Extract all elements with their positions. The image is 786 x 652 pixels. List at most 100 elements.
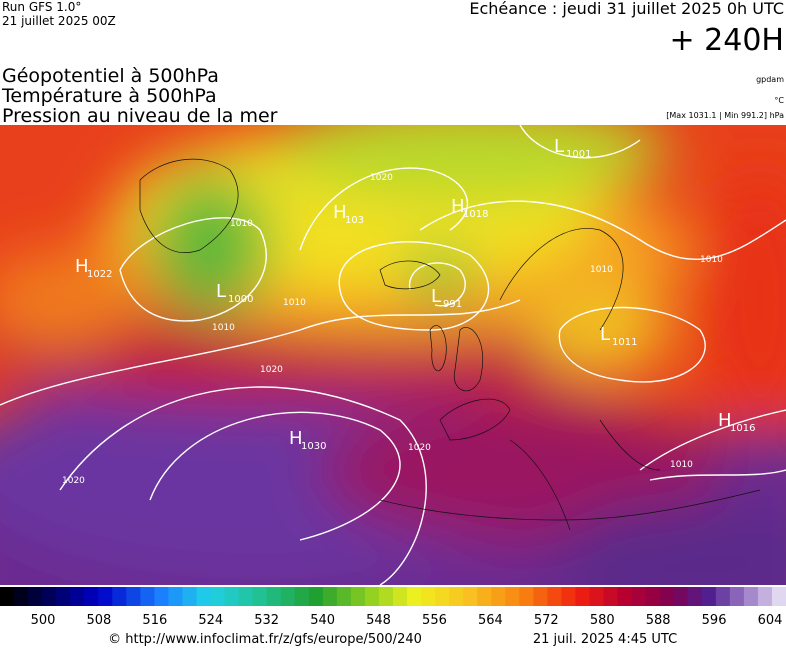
isobar-label: 1020 — [408, 443, 431, 453]
colorbar-swatch — [0, 587, 15, 606]
colorbar-swatch — [533, 587, 548, 606]
colorbar-swatch — [561, 587, 576, 606]
colorbar-swatch — [505, 587, 520, 606]
isobar-label: 1020 — [260, 365, 283, 375]
center-value: 1022 — [87, 269, 112, 280]
colorbar-swatch — [617, 587, 633, 606]
colorbar-swatch — [168, 587, 183, 606]
colorbar-swatch — [266, 587, 282, 606]
colorbar-swatch — [393, 587, 408, 606]
colorbar-label: 604 — [758, 613, 783, 628]
center-type: L — [216, 281, 226, 302]
colorbar-label: 556 — [422, 613, 447, 628]
center-type: L — [600, 324, 610, 345]
isobar-label: 1010 — [590, 265, 613, 275]
colorbar-label: 548 — [366, 613, 391, 628]
unit-label: gpdam — [756, 75, 784, 84]
colorbar-swatch — [407, 587, 422, 606]
colorbar-swatch — [743, 587, 759, 606]
colorbar-swatch — [631, 587, 647, 606]
isobar-label: 1010 — [283, 298, 306, 308]
colorbar-swatch — [126, 587, 141, 606]
unit-label: °C — [774, 96, 784, 105]
center-value: 1000 — [228, 294, 253, 305]
center-type: H — [289, 428, 303, 449]
colorbar-swatch — [463, 587, 478, 606]
colorbar-swatch — [98, 587, 113, 606]
source-url: © http://www.infoclimat.fr/z/gfs/europe/… — [108, 632, 422, 647]
colorbar-swatch — [547, 587, 562, 606]
center-type: H — [333, 202, 347, 223]
unit-label: [Max 1031.1 | Min 991.2] hPa — [666, 111, 784, 120]
colorbar-swatch — [14, 587, 29, 606]
title-line: Température à 500hPa — [1, 85, 217, 107]
isobar-label: 1010 — [700, 255, 723, 265]
colorbar-label: 572 — [534, 613, 559, 628]
center-type: H — [718, 410, 732, 431]
colorbar-swatch — [70, 587, 85, 606]
center-type: H — [451, 196, 465, 217]
center-type: L — [554, 136, 564, 157]
colorbar-swatch — [449, 587, 464, 606]
center-value: 1001 — [566, 149, 591, 160]
colorbar-swatch — [84, 587, 99, 606]
colorbar-swatch — [112, 587, 127, 606]
colorbar-label: 540 — [310, 613, 335, 628]
colorbar-swatch — [645, 587, 661, 606]
colorbar-swatch — [659, 587, 675, 606]
colorbar-swatch — [715, 587, 731, 606]
render-time: 21 juil. 2025 4:45 UTC — [533, 632, 677, 647]
colorbar-swatch — [421, 587, 436, 606]
colorbar-swatch — [280, 587, 296, 606]
center-type: H — [75, 256, 89, 277]
colorbar-swatch — [491, 587, 506, 606]
colorbar-label: 564 — [478, 613, 503, 628]
colorbar-swatch — [378, 587, 394, 606]
colorbar-swatch — [182, 587, 197, 606]
colorbar-swatch — [322, 587, 338, 606]
colorbar-swatch — [210, 587, 226, 606]
center-value: 1016 — [730, 423, 755, 434]
isobar-label: 1010 — [230, 219, 253, 229]
temperature-field — [0, 125, 786, 585]
isobar-label: 1020 — [370, 173, 393, 183]
colorbar-swatch — [336, 587, 352, 606]
colorbar-swatch — [589, 587, 605, 606]
colorbar-label: 516 — [142, 613, 167, 628]
echeance: Echéance : jeudi 31 juillet 2025 0h UTC — [469, 0, 784, 18]
center-value: 1011 — [612, 337, 637, 348]
center-value: 1030 — [301, 441, 326, 452]
isobar-label: 1010 — [670, 460, 693, 470]
colorbar-swatch — [757, 587, 773, 606]
center-type: L — [431, 286, 441, 307]
isobar-label: 1020 — [62, 476, 85, 486]
colorbar-swatch — [771, 587, 786, 606]
colorbar-swatch — [673, 587, 689, 606]
colorbar-swatch — [238, 587, 254, 606]
center-value: 1018 — [463, 209, 488, 220]
colorbar-label: 580 — [590, 613, 615, 628]
run-label: Run GFS 1.0° — [2, 0, 81, 14]
colorbar-swatch — [154, 587, 169, 606]
colorbar-swatch — [42, 587, 57, 606]
colorbar-swatch — [350, 587, 366, 606]
colorbar-label: 524 — [198, 613, 223, 628]
colorbar-swatch — [196, 587, 212, 606]
colorbar-swatch — [435, 587, 450, 606]
colorbar-swatch — [575, 587, 590, 606]
colorbar-swatch — [28, 587, 43, 606]
colorbar-swatch — [729, 587, 745, 606]
colorbar-swatch — [603, 587, 619, 606]
center-value: 103 — [345, 215, 364, 226]
colorbar-label: 500 — [31, 613, 56, 628]
colorbar-swatch — [519, 587, 534, 606]
colorbar-swatch — [701, 587, 717, 606]
coastlines — [139, 158, 761, 531]
isobars — [0, 125, 786, 585]
colorbar-swatch — [308, 587, 324, 606]
colorbar-label: 508 — [87, 613, 112, 628]
isobar-labels: 1010 1010 1010 1010 1010 1020 1020 1020 1020 1010 — [62, 173, 723, 486]
